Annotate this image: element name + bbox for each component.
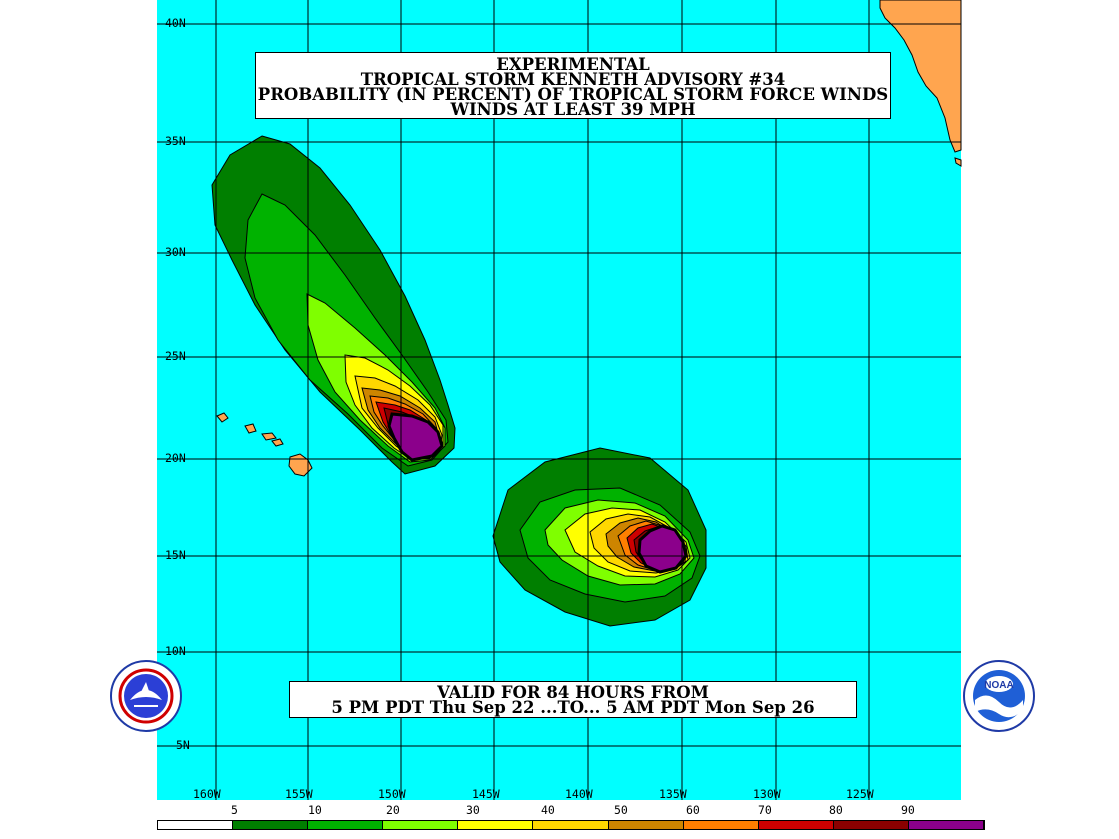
noaa-logo-icon: NOAA [963, 660, 1035, 732]
lat-label-10n: 10N [165, 644, 186, 658]
legend-swatch [158, 821, 234, 829]
lon-label-150w: 150W [378, 787, 406, 801]
valid-period-box: VALID FOR 84 HOURS FROM 5 PM PDT Thu Sep… [289, 681, 857, 718]
map-grid [157, 0, 961, 800]
lon-label-140w: 140W [565, 787, 593, 801]
lat-label-15n: 15N [165, 548, 186, 562]
legend-label-10: 10 [308, 803, 322, 817]
lon-label-125w: 125W [846, 787, 874, 801]
legend-swatch [533, 821, 609, 829]
title-line-2: TROPICAL STORM KENNETH ADVISORY #34 [360, 70, 786, 89]
lon-label-130w: 130W [753, 787, 781, 801]
legend-label-5: 5 [231, 803, 238, 817]
lon-label-135w: 135W [659, 787, 687, 801]
legend-label-30: 30 [466, 803, 480, 817]
legend-swatch [908, 821, 985, 829]
lon-label-145w: 145W [472, 787, 500, 801]
california-coast [879, 0, 962, 153]
legend-label-60: 60 [686, 803, 700, 817]
legend-label-90: 90 [901, 803, 915, 817]
lat-label-25n: 25N [165, 349, 186, 363]
valid-line-1: VALID FOR 84 HOURS FROM [437, 683, 709, 702]
legend-swatch [233, 821, 309, 829]
nws-logo-icon [110, 660, 182, 732]
ocean-background [157, 0, 961, 800]
title-line-3: PROBABILITY (IN PERCENT) OF TROPICAL STO… [257, 85, 889, 104]
probability-swath-south [492, 447, 707, 627]
legend-swatch [383, 821, 459, 829]
legend-label-20: 20 [386, 803, 400, 817]
lat-label-40n: 40N [165, 16, 186, 30]
legend-swatch [458, 821, 534, 829]
legend-label-70: 70 [758, 803, 772, 817]
legend-label-80: 80 [829, 803, 843, 817]
lon-label-155w: 155W [285, 787, 313, 801]
legend-swatch [758, 821, 834, 829]
legend-swatch [683, 821, 759, 829]
legend-swatch [608, 821, 684, 829]
valid-line-2: 5 PM PDT Thu Sep 22 ...TO... 5 AM PDT Mo… [331, 698, 815, 717]
legend-color-bar [157, 820, 985, 830]
legend-swatch [308, 821, 384, 829]
map-title-box: EXPERIMENTAL TROPICAL STORM KENNETH ADVI… [255, 52, 891, 119]
lon-label-160w: 160W [193, 787, 221, 801]
lat-label-20n: 20N [165, 451, 186, 465]
lat-label-5n: 5N [176, 738, 190, 752]
baja-tip [954, 157, 962, 167]
title-line-1: EXPERIMENTAL [496, 55, 650, 74]
lat-label-35n: 35N [165, 134, 186, 148]
svg-text:NOAA: NOAA [984, 680, 1013, 691]
title-line-4: WINDS AT LEAST 39 MPH [450, 100, 696, 119]
probability-swath-north [211, 135, 456, 475]
legend-swatch [833, 821, 909, 829]
legend-label-40: 40 [541, 803, 555, 817]
lat-label-30n: 30N [165, 245, 186, 259]
legend-label-50: 50 [614, 803, 628, 817]
